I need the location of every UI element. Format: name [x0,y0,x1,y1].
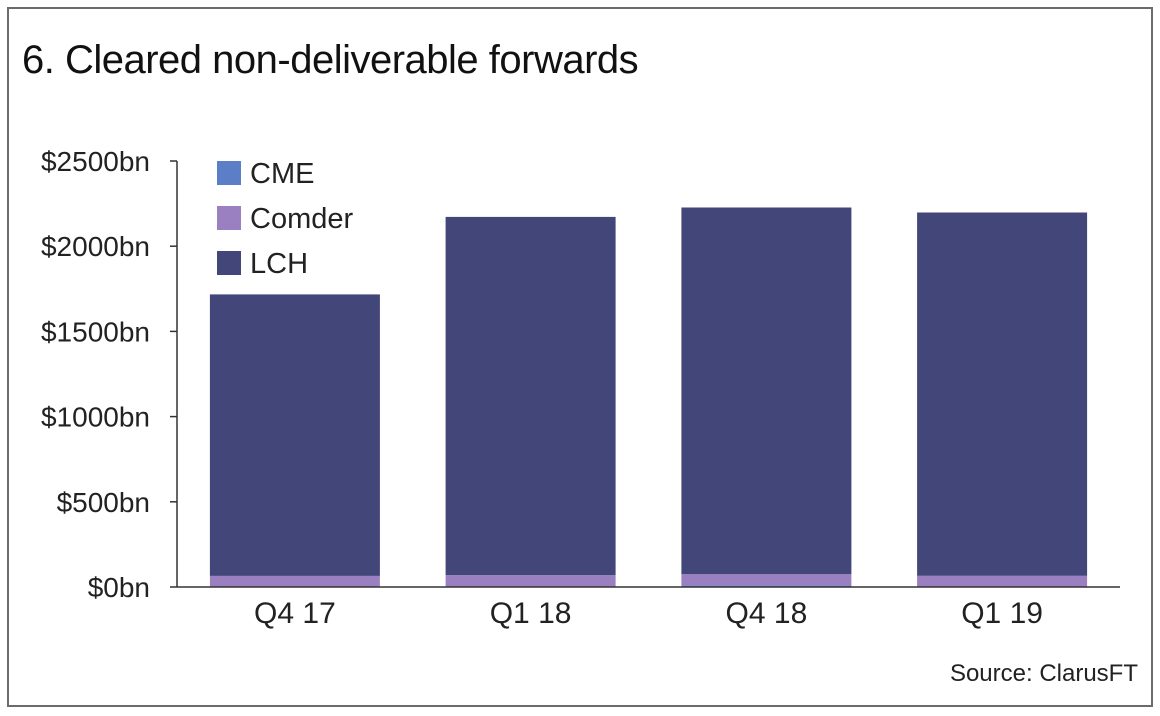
bar-lch-q4-18 [681,207,852,575]
x-tick-label: Q4 17 [254,597,336,630]
bar-lch-q1-19 [917,212,1088,576]
bar-cme-q4-18 [681,585,852,587]
legend-label-cme: CME [250,158,314,190]
y-tick-label: $1500bn [41,316,150,347]
y-tick-label: $1000bn [41,402,150,433]
bar-lch-q4-17 [209,294,380,576]
y-tick-label: $0bn [88,572,150,603]
bar-comder-q4-18 [681,574,852,586]
y-tick-label: $2000bn [41,231,150,262]
legend-label-lch: LCH [250,248,308,280]
bar-comder-q4-17 [209,575,380,587]
x-tick-label: Q1 19 [961,597,1043,630]
legend-swatch-lch [217,251,241,275]
bar-comder-q1-18 [445,575,616,587]
bar-lch-q1-18 [445,216,616,576]
chart-title: 6. Cleared non-deliverable forwards [22,38,639,82]
y-tick-label: $2500bn [41,146,150,177]
source-note: Source: ClarusFT [949,660,1138,687]
legend-label-comder: Comder [250,203,353,235]
x-tick-label: Q1 18 [490,597,572,630]
legend-swatch-cme [217,161,241,185]
y-tick-label: $500bn [57,487,150,518]
legend-swatch-comder [217,206,241,230]
bar-comder-q1-19 [917,575,1088,587]
x-tick-label: Q4 18 [726,597,808,630]
